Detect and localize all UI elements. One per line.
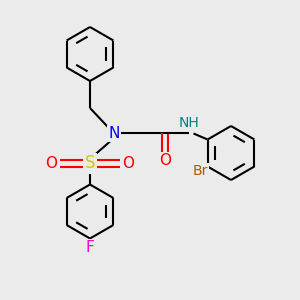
Text: Br: Br [192, 164, 208, 178]
Text: O: O [159, 153, 171, 168]
Text: N: N [108, 126, 120, 141]
Text: NH: NH [178, 116, 200, 130]
Text: O: O [46, 156, 58, 171]
Text: O: O [122, 156, 134, 171]
Text: F: F [85, 240, 94, 255]
Text: S: S [85, 154, 95, 172]
